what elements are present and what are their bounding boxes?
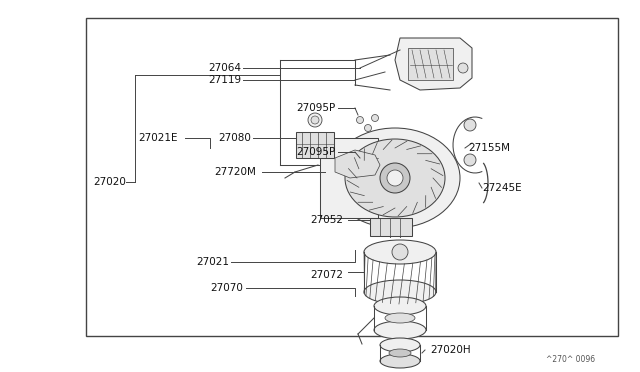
- Text: 27052: 27052: [310, 215, 343, 225]
- Circle shape: [387, 170, 403, 186]
- Text: 27095P: 27095P: [296, 147, 335, 157]
- Ellipse shape: [389, 349, 411, 357]
- Polygon shape: [395, 38, 472, 90]
- Ellipse shape: [364, 280, 436, 304]
- Ellipse shape: [374, 297, 426, 315]
- Bar: [86, 18, 618, 336]
- Ellipse shape: [374, 321, 426, 339]
- Circle shape: [464, 119, 476, 131]
- Text: 27021: 27021: [196, 257, 229, 267]
- Text: 27020: 27020: [93, 177, 126, 187]
- Circle shape: [464, 154, 476, 166]
- Text: 27064: 27064: [208, 63, 241, 73]
- Text: 27720M: 27720M: [214, 167, 256, 177]
- Text: 27119: 27119: [208, 75, 241, 85]
- Circle shape: [392, 244, 408, 260]
- Ellipse shape: [380, 338, 420, 352]
- Text: 27020H: 27020H: [430, 345, 470, 355]
- Text: 27070: 27070: [210, 283, 243, 293]
- Circle shape: [365, 125, 371, 131]
- Text: 27072: 27072: [310, 270, 343, 280]
- Text: ^270^ 0096: ^270^ 0096: [546, 356, 595, 365]
- Ellipse shape: [345, 139, 445, 217]
- Bar: [320, 138, 378, 218]
- Ellipse shape: [330, 128, 460, 228]
- Bar: [296, 132, 334, 158]
- Ellipse shape: [380, 354, 420, 368]
- Ellipse shape: [364, 240, 436, 264]
- Text: 27095P: 27095P: [296, 103, 335, 113]
- Circle shape: [311, 116, 319, 124]
- Circle shape: [458, 63, 468, 73]
- Text: 27021E: 27021E: [138, 133, 177, 143]
- Ellipse shape: [385, 313, 415, 323]
- Polygon shape: [335, 150, 380, 178]
- Text: 27155M: 27155M: [468, 143, 510, 153]
- Text: 27245E: 27245E: [482, 183, 522, 193]
- Circle shape: [356, 116, 364, 124]
- Circle shape: [308, 113, 322, 127]
- Bar: [370, 218, 412, 236]
- Text: 27080: 27080: [218, 133, 251, 143]
- Circle shape: [380, 163, 410, 193]
- Circle shape: [371, 115, 378, 122]
- Bar: [408, 48, 453, 80]
